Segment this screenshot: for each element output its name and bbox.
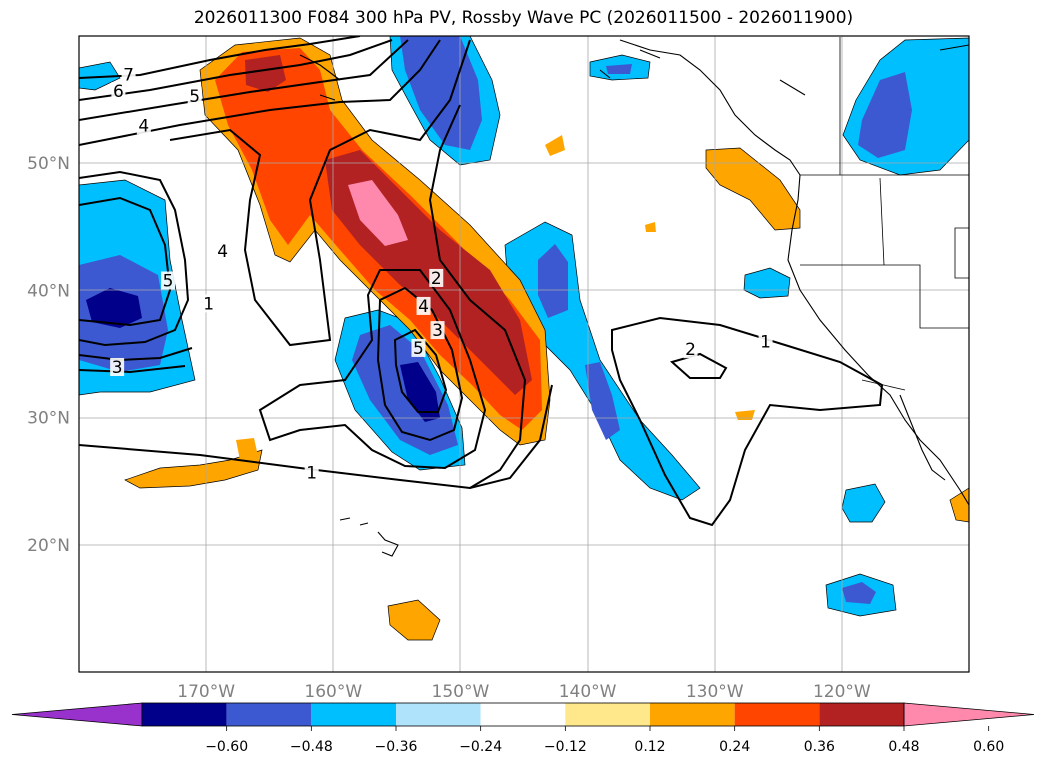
negative-anomaly-region	[858, 72, 912, 158]
contour-label: 5	[413, 339, 424, 359]
colorbar-tick-label: −0.24	[459, 739, 502, 755]
longitude-tick-label: 140°W	[559, 682, 617, 702]
colorbar-tick-label: −0.60	[205, 739, 248, 755]
colorbar-segment	[396, 703, 481, 726]
contour-label-bg	[215, 242, 230, 261]
colorbar-tick-label: −0.36	[375, 739, 418, 755]
contour-label-bg	[683, 340, 698, 359]
negative-anomaly-region	[86, 288, 142, 328]
colorbar-outline	[141, 702, 905, 727]
negative-anomaly-region	[743, 267, 791, 299]
colorbar-segment	[819, 703, 904, 726]
positive-anomaly-region	[735, 410, 755, 420]
positive-anomaly-region	[348, 180, 408, 246]
contour-label: 3	[112, 358, 123, 378]
negative-anomaly-region	[842, 582, 876, 604]
pv-contours	[79, 36, 884, 527]
contour-label: 4	[418, 297, 429, 317]
negative-anomaly-region	[538, 244, 568, 318]
longitude-tick-label: 150°W	[432, 682, 490, 702]
longitude-tick-labels: 170°W 160°W 150°W 140°W 130°W 120°W	[177, 682, 871, 702]
colorbar-tick-label: 0.60	[973, 739, 1004, 755]
colorbar-segment	[565, 703, 650, 726]
contour-label: 4	[138, 116, 149, 136]
negative-anomaly-region	[841, 483, 886, 523]
positive-anomaly-region	[705, 147, 801, 231]
contour-label: 2	[431, 269, 442, 289]
colorbar-segment	[226, 703, 312, 726]
positive-anomaly-region	[645, 222, 656, 232]
map-frame	[78, 35, 970, 673]
contour-label: 5	[163, 271, 174, 291]
colorbar-segment	[650, 703, 735, 726]
colorbar: −0.60 −0.48 −0.36 −0.24 −0.12 0.12 0.24 0.36 0.4…	[11, 702, 1035, 755]
gridlines	[79, 36, 969, 672]
contour-label-bg	[304, 463, 319, 482]
positive-anomaly-region	[245, 55, 286, 92]
contour-label-bg	[416, 296, 431, 315]
latitude-tick-labels: 20°N 30°N 40°N 50°N	[27, 154, 70, 556]
contour-label-bg	[758, 332, 773, 351]
contour-label-bg	[161, 271, 175, 290]
contour-label-bg	[110, 357, 125, 376]
contour-label-bg	[187, 87, 202, 106]
positive-anomaly-region	[545, 135, 565, 156]
contour-label-bg	[121, 65, 136, 84]
contour-label: 7	[123, 65, 134, 85]
contour-label-bg	[430, 321, 445, 340]
latitude-tick-label: 30°N	[27, 409, 70, 429]
contour-label: 4	[217, 242, 228, 262]
longitude-tick-label: 120°W	[813, 682, 871, 702]
contour-label: 1	[760, 333, 771, 353]
longitude-tick-label: 170°W	[177, 682, 235, 702]
map-title: 2026011300 F084 300 hPa PV, Rossby Wave …	[193, 8, 854, 28]
colorbar-extend-low	[11, 702, 143, 727]
positive-anomaly-region	[949, 487, 969, 523]
colorbar-segment	[734, 703, 820, 726]
longitude-tick-label: 160°W	[304, 682, 362, 702]
positive-anomaly-region	[387, 599, 441, 641]
colorbar-segment	[311, 703, 396, 726]
latitude-tick-label: 50°N	[27, 154, 70, 174]
negative-anomaly-region	[400, 362, 440, 422]
negative-anomaly-region	[606, 64, 632, 74]
colorbar-segment	[480, 703, 566, 726]
colorbar-tick-label: 0.36	[804, 739, 835, 755]
longitude-tick-label: 130°W	[686, 682, 744, 702]
contour-label: 3	[432, 321, 443, 341]
colorbar-tick-label: 0.48	[888, 739, 919, 755]
contour-label: 6	[113, 82, 124, 102]
contour-label-bg	[111, 81, 126, 100]
coastlines	[299, 39, 969, 557]
contour-label: 1	[203, 294, 214, 314]
colorbar-extend-high	[903, 702, 1035, 727]
contour-label: 5	[189, 87, 200, 107]
latitude-tick-label: 20°N	[27, 536, 70, 556]
contour-label-bg	[136, 116, 151, 135]
positive-anomaly-region	[124, 449, 263, 489]
contour-label-bg	[429, 268, 444, 287]
colorbar-tick-label: −0.12	[544, 739, 587, 755]
contour-label: 2	[685, 340, 696, 360]
political-borders	[800, 37, 969, 391]
positive-anomaly-region	[236, 438, 258, 460]
colorbar-segment	[142, 703, 227, 726]
colorbar-tick-label: 0.24	[719, 739, 750, 755]
latitude-tick-label: 40°N	[27, 281, 70, 301]
contour-label: 1	[306, 464, 317, 484]
colorbar-tick-label: −0.48	[290, 739, 333, 755]
negative-anomaly-region	[585, 362, 620, 440]
contour-label-bg	[201, 294, 216, 313]
contour-label-bg	[411, 338, 426, 357]
colorbar-tick-label: 0.12	[634, 739, 665, 755]
